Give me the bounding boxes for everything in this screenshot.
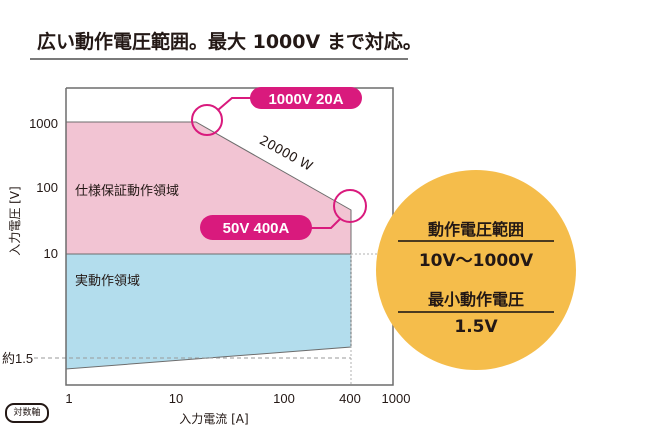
x-tick-1000: 1000 bbox=[382, 391, 411, 406]
y-axis-label: 入力電圧 [V] bbox=[8, 186, 22, 255]
actual-region bbox=[65, 253, 352, 370]
max-point-marker bbox=[191, 104, 223, 136]
y-tick-10: 10 bbox=[44, 246, 58, 261]
range-divider bbox=[398, 240, 554, 242]
corner-point-connector bbox=[310, 218, 341, 229]
x-tick-1: 1 bbox=[65, 391, 72, 406]
x-tick-400: 400 bbox=[339, 391, 361, 406]
title-underline bbox=[30, 58, 408, 60]
spec-region-label: 仕様保証動作領域 bbox=[75, 183, 179, 199]
y-tick-100: 100 bbox=[36, 180, 58, 195]
max-point-connector bbox=[217, 97, 252, 111]
x-axis-label: 入力電流 [A] bbox=[179, 412, 248, 426]
page-title: 広い動作電圧範囲。最大 1000V まで対応。 bbox=[37, 31, 422, 53]
x-tick-100: 100 bbox=[273, 391, 295, 406]
corner-point-callout-text: 50V 400A bbox=[223, 220, 290, 237]
actual-region-label: 実動作領域 bbox=[75, 273, 140, 289]
min-divider bbox=[398, 311, 554, 313]
y-tick-1000: 1000 bbox=[29, 116, 58, 131]
summary-circle: 動作電圧範囲 10V〜1000V 最小動作電圧 1.5V bbox=[376, 170, 576, 370]
y-tick-1-5: 約1.5 bbox=[2, 351, 33, 366]
x-tick-10: 10 bbox=[169, 391, 183, 406]
max-point-callout-text: 1000V 20A bbox=[268, 91, 343, 108]
corner-point-marker bbox=[333, 189, 367, 223]
range-heading: 動作電圧範囲 bbox=[427, 220, 524, 239]
max-point-callout bbox=[250, 87, 362, 109]
log-scale-badge: 対数軸 bbox=[5, 403, 49, 423]
min-heading: 最小動作電圧 bbox=[427, 290, 524, 309]
range-value: 10V〜1000V bbox=[418, 251, 534, 271]
min-value: 1.5V bbox=[454, 317, 498, 337]
corner-point-callout bbox=[200, 215, 312, 240]
